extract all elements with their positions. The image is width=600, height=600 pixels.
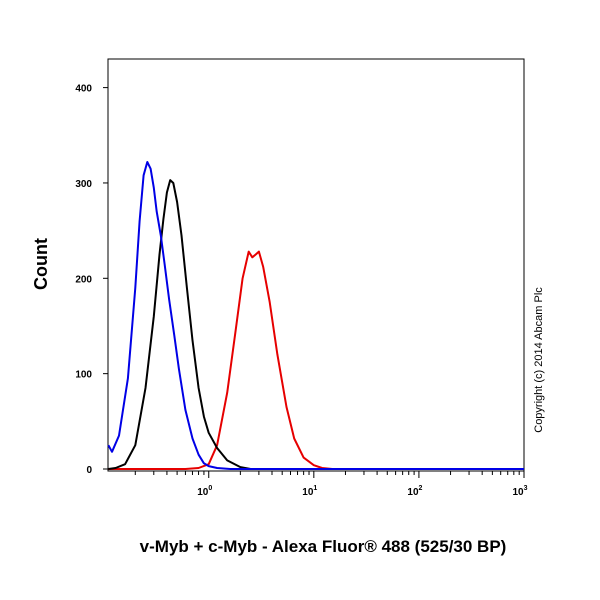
y-tick-label: 300 (75, 179, 92, 190)
y-axis-ticks: 0 100 200 300 400 (75, 84, 108, 476)
y-tick-label: 100 (75, 370, 92, 381)
x-tick-exponent: 0 (208, 485, 212, 492)
copyright-annotation: Copyright (c) 2014 Abcam Plc (533, 287, 545, 433)
x-tick-label: 100 (197, 485, 212, 498)
x-axis-ticks: 100 101 102 103 (134, 471, 528, 498)
x-tick-exponent: 3 (524, 485, 528, 492)
y-tick-label: 200 (75, 274, 92, 285)
y-tick-label: 400 (75, 84, 92, 95)
y-tick-label: 0 (86, 465, 92, 476)
x-tick-label: 103 (512, 485, 527, 498)
x-tick-base: 10 (407, 487, 419, 498)
x-tick-base: 10 (512, 487, 524, 498)
y-axis-title: Count (31, 238, 51, 290)
x-axis-title: v-Myb + c-Myb - Alexa Fluor® 488 (525/30… (140, 537, 507, 556)
series-line (108, 179, 524, 470)
series-line (107, 161, 524, 470)
x-tick-label: 101 (302, 485, 317, 498)
x-tick-exponent: 2 (419, 485, 423, 492)
series-line (108, 250, 524, 470)
histogram-series (107, 161, 524, 470)
x-tick-base: 10 (302, 487, 314, 498)
plot-frame (107, 58, 525, 472)
x-tick-label: 102 (407, 485, 422, 498)
x-tick-exponent: 1 (313, 485, 317, 492)
x-tick-base: 10 (197, 487, 209, 498)
